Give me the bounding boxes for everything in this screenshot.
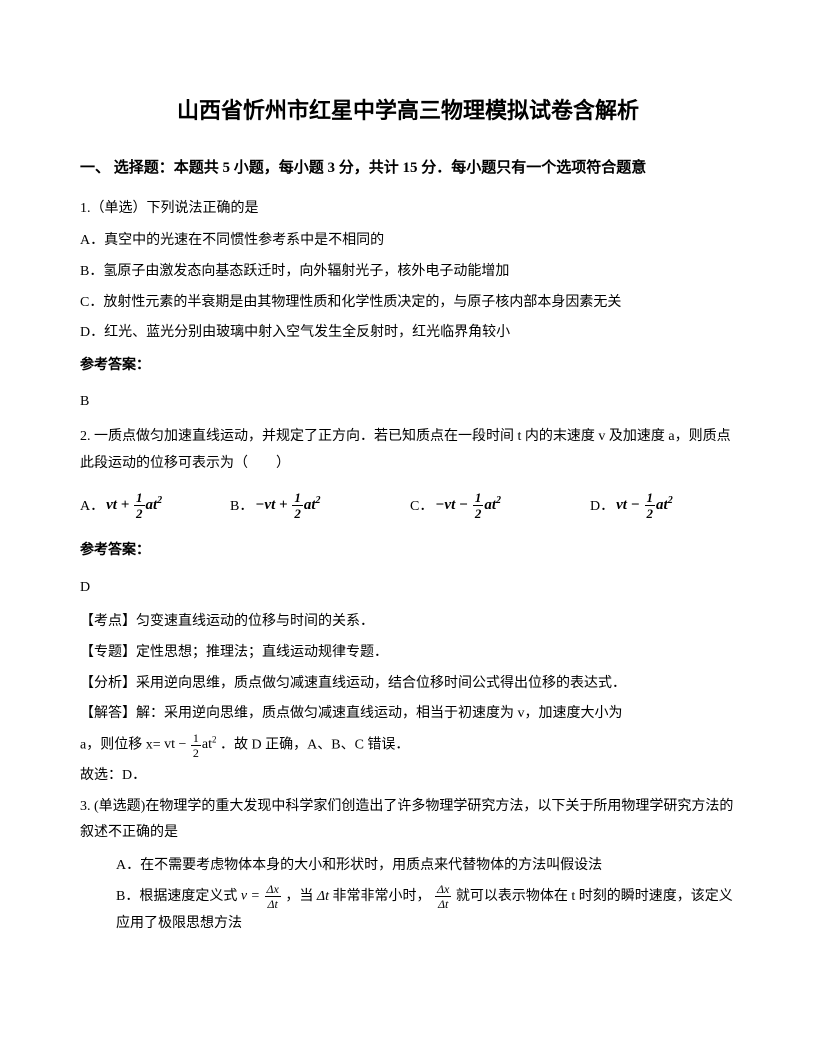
q1-answer: B <box>80 389 736 416</box>
q3-optb3: 非常非常小时， <box>333 889 431 904</box>
q3-stem: 3. (单选题)在物理学的重大发现中科学家们创造出了许多物理学研究方法，以下关于… <box>80 794 736 847</box>
q1-opt-a: A．真空中的光速在不同惯性参考系中是不相同的 <box>80 228 736 255</box>
q3-optb1: B．根据速度定义式 <box>116 889 237 904</box>
q2-answer: D <box>80 575 736 602</box>
q2-exp4c: ．故 D 正确，A、B、C 错误． <box>220 737 409 752</box>
q2-formula-c: −vt − 12at2 <box>435 491 501 520</box>
q2-exp4b: a，则位移 x= <box>80 737 161 752</box>
q2-exp4a: 【解答】解：采用逆向思维，质点做匀减速直线运动，相当于初速度为 v，加速度大小为 <box>80 701 736 728</box>
q2-exp4-line: a，则位移 x= vt − 12at2 ．故 D 正确，A、B、C 错误． <box>80 732 736 759</box>
q1-stem: 1.（单选）下列说法正确的是 <box>80 196 736 223</box>
q2-label-d: D． <box>590 494 614 521</box>
q3-formula-dxdt: ΔxΔt <box>434 883 452 910</box>
q2-exp1: 【考点】匀变速直线运动的位移与时间的关系． <box>80 609 736 636</box>
q3-formula-dt: Δt <box>317 889 329 904</box>
q2-label-b: B． <box>230 494 253 521</box>
q2-formula-b: −vt + 12at2 <box>255 491 320 520</box>
q2-answer-label: 参考答案： <box>80 538 736 565</box>
section-header: 一、 选择题：本题共 5 小题，每小题 3 分，共计 15 分．每小题只有一个选… <box>80 156 736 180</box>
q3-opt-b: B．根据速度定义式 v = ΔxΔt ，当 Δt 非常非常小时， ΔxΔt 就可… <box>80 883 736 937</box>
q2-exp5: 故选：D． <box>80 763 736 790</box>
q2-formula-a: vt + 12at2 <box>106 491 162 520</box>
q3-opt-a: A．在不需要考虑物体本身的大小和形状时，用质点来代替物体的方法叫假设法 <box>80 853 736 880</box>
q2-label-c: C． <box>410 494 433 521</box>
q2-exp2: 【专题】定性思想；推理法；直线运动规律专题． <box>80 640 736 667</box>
q2-label-a: A． <box>80 494 104 521</box>
q2-formula-d: vt − 12at2 <box>616 491 673 520</box>
page-title: 山西省忻州市红星中学高三物理模拟试卷含解析 <box>80 90 736 132</box>
q1-opt-c: C．放射性元素的半衰期是由其物理性质和化学性质决定的，与原子核内部本身因素无关 <box>80 290 736 317</box>
q1-opt-d: D．红光、蓝光分别由玻璃中射入空气发生全反射时，红光临界角较小 <box>80 320 736 347</box>
q2-exp4-formula: vt − 12at2 <box>164 737 216 752</box>
q1-answer-label: 参考答案： <box>80 353 736 380</box>
q1-opt-b: B．氢原子由激发态向基态跃迁时，向外辐射光子，核外电子动能增加 <box>80 259 736 286</box>
q3-optb2: ，当 <box>285 889 313 904</box>
q2-options-row: A． vt + 12at2 B． −vt + 12at2 C． −vt − 12… <box>80 491 736 520</box>
q3-formula-v: v = ΔxΔt <box>241 883 282 910</box>
q2-exp3: 【分析】采用逆向思维，质点做匀减速直线运动，结合位移时间公式得出位移的表达式． <box>80 671 736 698</box>
q2-stem: 2. 一质点做匀加速直线运动，并规定了正方向．若已知质点在一段时间 t 内的末速… <box>80 424 736 477</box>
